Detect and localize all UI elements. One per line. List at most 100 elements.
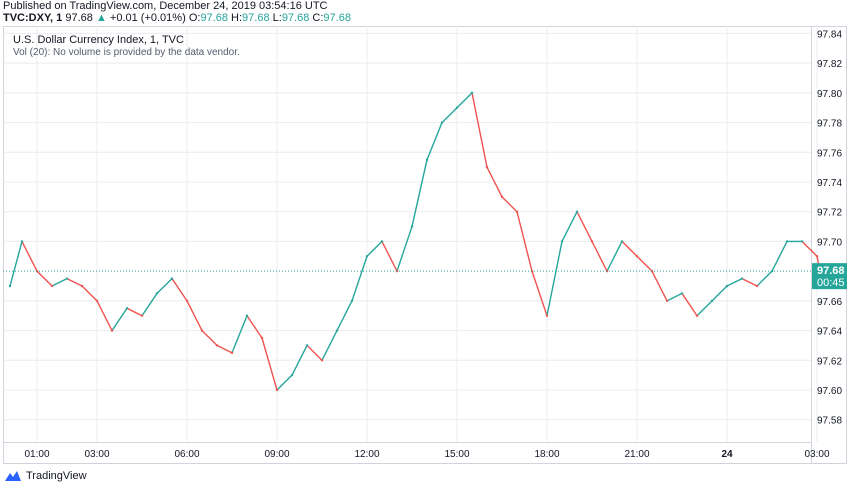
price-point [8,284,12,288]
price-segment [651,270,668,302]
price-point [710,299,714,303]
low-label: L: [272,12,282,24]
high-label: H: [231,12,243,24]
price-point [95,299,99,303]
price-segment [201,330,218,346]
change-arrow-icon: ▲ [95,12,107,24]
symbol-ohlc-bar: TVC:DXY, 1 97.68 ▲ +0.01 (+0.01%) O:97.6… [3,12,351,24]
y-axis-labels: 97.84 97.82 97.80 97.78 97.76 97.74 97.72 97.70… [817,29,842,426]
price-point [680,292,684,295]
high-value: 97.68 [242,12,270,24]
price-segment [21,241,38,272]
footer-brand-label: TradingView [26,470,87,482]
price-segment [126,307,143,317]
price-point [140,314,144,317]
price-tag-value: 97.68 [817,265,845,277]
price-segment [321,330,338,361]
y-tick-label: 97.70 [817,237,842,248]
legend-title: U.S. Dollar Currency Index, 1, TVC [13,34,184,46]
y-tick-label: 97.64 [817,327,842,338]
y-tick-label: 97.58 [817,416,842,427]
published-caption: Published on TradingView.com, December 2… [3,0,328,12]
price-point [200,329,204,332]
price-point [425,158,429,161]
price-segment [411,159,428,227]
x-tick-label: 18:00 [534,449,559,460]
price-point [590,240,594,243]
x-axis-labels: 01:00 03:00 06:00 09:00 12:00 15:00 18:00 21:00… [24,449,829,460]
price-point [440,121,444,124]
price-point [620,240,624,243]
price-point [455,106,459,109]
price-point [290,373,294,377]
price-point [80,284,84,288]
price-point [215,344,219,347]
close-value: 97.68 [323,12,351,24]
price-segment [231,315,248,354]
price-segment [351,256,368,302]
y-tick-label: 97.84 [817,29,842,40]
price-tag-countdown: 00:45 [817,277,845,289]
price-segment [591,241,608,272]
price-segment [636,255,653,272]
y-tick-label: 97.80 [817,89,842,100]
volume-note: Vol (20): No volume is provided by the d… [13,47,240,58]
price-point [245,314,249,317]
tradingview-logo-icon [4,470,22,482]
price-point [305,344,309,347]
price-point [410,225,414,228]
price-segment [381,241,398,272]
price-segment [546,241,563,316]
price-segment [666,292,683,302]
price-segment [711,285,728,302]
price-point [485,165,489,169]
price-segment [681,293,698,317]
price-point [740,277,744,280]
price-point [110,329,114,332]
x-tick-label: 21:00 [624,449,649,460]
price-point [755,284,759,288]
chart-border [3,26,847,464]
price-point [500,195,504,199]
x-tick-label: 06:00 [174,449,199,460]
price-series [8,91,822,392]
price-point [725,284,729,288]
chart-frame[interactable]: U.S. Dollar Currency Index, 1, TVC Vol (… [3,26,847,464]
open-value: 97.68 [200,12,228,24]
price-segment [561,211,578,242]
price-segment [336,300,353,331]
price-point [695,314,699,317]
price-segment [171,278,188,302]
price-point [470,91,474,95]
price-segment [81,285,98,302]
price-segment [501,196,518,213]
open-label: O: [188,12,201,24]
price-segment [111,307,128,331]
y-tick-label: 97.74 [817,178,842,189]
price-segment [426,122,443,160]
footer-brand[interactable]: TradingView [4,470,87,482]
y-tick-label: 97.62 [817,356,842,367]
low-value: 97.68 [281,12,310,24]
price-point [260,336,264,340]
x-tick-label: 24 [721,449,733,460]
price-segment [456,92,473,109]
price-segment [471,92,488,168]
price-point [560,240,564,243]
price-segment [726,277,743,287]
price-point [65,277,69,280]
price-segment [531,270,548,316]
price-point [350,299,354,303]
price-segment [771,241,788,272]
price-chart[interactable]: U.S. Dollar Currency Index, 1, TVC Vol (… [3,26,847,464]
price-segment [9,241,23,287]
price-segment [486,166,503,198]
price-segment [801,240,818,257]
price-point [335,329,339,332]
grid-layer [3,26,818,442]
price-segment [366,240,383,257]
price-point [785,240,789,243]
price-point [230,351,234,355]
y-tick-label: 97.76 [817,148,842,159]
price-segment [141,293,158,317]
